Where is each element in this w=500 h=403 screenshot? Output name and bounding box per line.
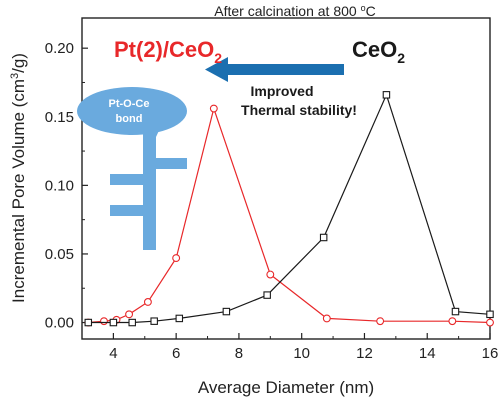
x-tick-label: 12 (356, 345, 373, 362)
data-point-square (128, 318, 136, 327)
x-axis: 4 6 8 10 12 14 16 (81, 333, 499, 362)
data-point-square (109, 318, 118, 327)
data-point-square (222, 307, 231, 316)
improvement-arrow (205, 57, 344, 82)
data-point-square (175, 314, 184, 323)
data-point-square (486, 310, 494, 319)
data-point-circle (209, 104, 218, 113)
x-tick-label: 6 (172, 345, 180, 362)
data-point-square (382, 91, 391, 99)
bond-bubble (77, 87, 187, 135)
data-point-square (84, 318, 93, 327)
data-point-circle (322, 314, 331, 323)
data-point-circle (486, 318, 494, 327)
chart-title-unit: C (366, 3, 376, 19)
bubble-line-2: bond (116, 113, 143, 125)
y-axis: 0.00 0.05 0.10 0.15 0.20 (45, 40, 88, 332)
data-point-square (319, 233, 328, 242)
y-axis-label-sup: 3 (9, 73, 21, 79)
x-tick-label: 4 (109, 345, 117, 362)
x-axis-label: Average Diameter (nm) (198, 378, 374, 397)
y-tick-label: 0.15 (45, 109, 74, 126)
plot-frame (81, 17, 491, 340)
key-tooth-right (143, 158, 187, 169)
y-tick-label: 0.20 (45, 40, 74, 57)
data-point-circle (266, 270, 275, 279)
data-point-square (150, 317, 158, 325)
y-axis-label: Incremental Pore Volume (cm3/g) (9, 53, 28, 303)
pt-ceo2-label-sub: 2 (214, 50, 222, 66)
data-point-circle (100, 317, 108, 326)
y-tick-label: 0.10 (45, 177, 74, 194)
data-point-circle (448, 317, 457, 326)
x-tick-label: 16 (482, 345, 499, 362)
x-tick-label: 8 (235, 345, 243, 362)
x-tick-label: 14 (419, 345, 436, 362)
bubble-line-1: Pt-O-Ce (109, 98, 150, 110)
data-point-circle (143, 298, 152, 306)
data-point-circle (172, 254, 181, 263)
data-point-circle (125, 310, 134, 319)
y-tick-label: 0.00 (45, 315, 74, 332)
pt-ceo2-label: Pt(2)/CeO2 (114, 37, 222, 66)
key-shaft (143, 132, 156, 250)
data-point-square (263, 291, 271, 299)
chart-title-degree: o (361, 3, 366, 13)
ceo2-label-sub: 2 (397, 50, 405, 66)
data-point-square (451, 307, 460, 316)
y-tick-label: 0.05 (45, 246, 74, 263)
y-axis-label-suffix: /g) (9, 53, 28, 73)
improved-text-2: Thermal stability! (241, 102, 357, 118)
x-tick-label: 10 (293, 345, 310, 362)
data-point-circle (376, 317, 385, 326)
key-tooth-left-top (110, 174, 147, 185)
key-tooth-left-bottom (110, 205, 147, 216)
improved-text-1: Improved (250, 83, 313, 99)
ceo2-label: CeO2 (352, 37, 405, 66)
arrow-shaft (226, 64, 344, 75)
chart-title: After calcination at 800 oC (214, 3, 375, 19)
key-bond-graphic: Pt-O-Ce bond (77, 87, 187, 250)
series-layer (84, 91, 494, 327)
arrow-head (205, 57, 228, 82)
